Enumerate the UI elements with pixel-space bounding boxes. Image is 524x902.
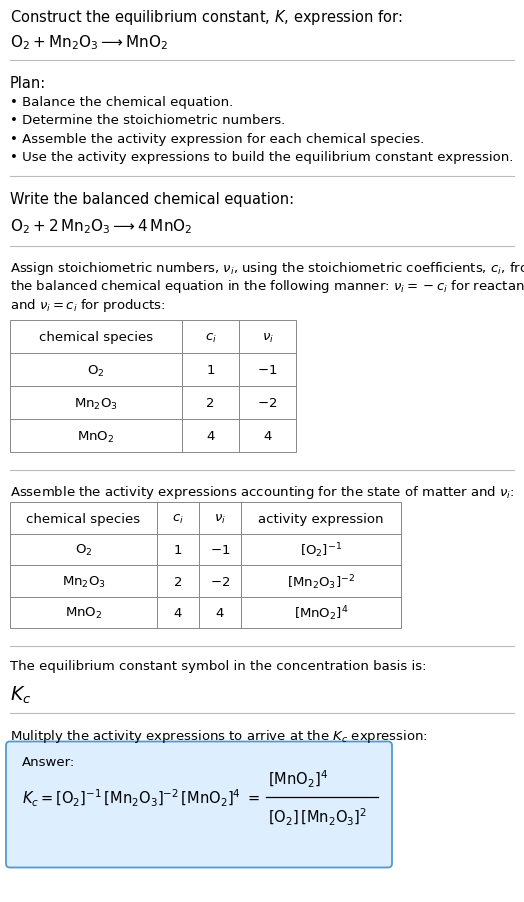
Text: $[\mathrm{O_2}]^{-1}$: $[\mathrm{O_2}]^{-1}$ bbox=[300, 541, 342, 559]
Text: $\nu_i$: $\nu_i$ bbox=[261, 331, 274, 345]
Text: 4: 4 bbox=[216, 606, 224, 620]
Text: chemical species: chemical species bbox=[26, 512, 140, 525]
Text: $[\mathrm{MnO_2}]^{4}$: $[\mathrm{MnO_2}]^{4}$ bbox=[294, 603, 348, 622]
Text: $\mathrm{O_2}$: $\mathrm{O_2}$ bbox=[88, 363, 105, 378]
Text: $K_c = [\mathrm{O_2}]^{-1}\,[\mathrm{Mn_2O_3}]^{-2}\,[\mathrm{MnO_2}]^{4}\ =\ $: $K_c = [\mathrm{O_2}]^{-1}\,[\mathrm{Mn_… bbox=[22, 787, 260, 808]
Text: • Balance the chemical equation.: • Balance the chemical equation. bbox=[10, 96, 233, 109]
Bar bbox=[10, 321, 296, 453]
Text: $-2$: $-2$ bbox=[210, 575, 230, 588]
Text: Write the balanced chemical equation:: Write the balanced chemical equation: bbox=[10, 192, 294, 207]
Text: $c_i$: $c_i$ bbox=[204, 331, 216, 345]
Text: 4: 4 bbox=[174, 606, 182, 620]
Text: $\nu_i$: $\nu_i$ bbox=[214, 512, 226, 525]
Bar bbox=[10, 503, 401, 629]
Text: $c_i$: $c_i$ bbox=[172, 512, 184, 525]
Text: $[\mathrm{Mn_2O_3}]^{-2}$: $[\mathrm{Mn_2O_3}]^{-2}$ bbox=[287, 572, 355, 591]
Text: $\mathrm{O_2 + Mn_2O_3 \longrightarrow MnO_2}$: $\mathrm{O_2 + Mn_2O_3 \longrightarrow M… bbox=[10, 33, 168, 51]
Text: 1: 1 bbox=[206, 364, 215, 377]
Text: Construct the equilibrium constant, $K$, expression for:: Construct the equilibrium constant, $K$,… bbox=[10, 8, 402, 27]
Text: $\mathrm{Mn_2O_3}$: $\mathrm{Mn_2O_3}$ bbox=[61, 574, 105, 589]
Text: 4: 4 bbox=[206, 430, 215, 443]
Text: $\mathrm{O_2 + 2\,Mn_2O_3 \longrightarrow 4\,MnO_2}$: $\mathrm{O_2 + 2\,Mn_2O_3 \longrightarro… bbox=[10, 216, 192, 235]
Text: $K_c$: $K_c$ bbox=[10, 684, 31, 705]
Text: Plan:: Plan: bbox=[10, 76, 46, 91]
Text: and $\nu_i = c_i$ for products:: and $\nu_i = c_i$ for products: bbox=[10, 297, 166, 314]
Text: The equilibrium constant symbol in the concentration basis is:: The equilibrium constant symbol in the c… bbox=[10, 659, 427, 673]
Text: Assign stoichiometric numbers, $\nu_i$, using the stoichiometric coefficients, $: Assign stoichiometric numbers, $\nu_i$, … bbox=[10, 260, 524, 277]
Text: $-2$: $-2$ bbox=[257, 397, 278, 410]
Text: $\mathrm{Mn_2O_3}$: $\mathrm{Mn_2O_3}$ bbox=[74, 396, 118, 411]
Text: 1: 1 bbox=[174, 544, 182, 557]
Text: 4: 4 bbox=[264, 430, 271, 443]
Text: $-1$: $-1$ bbox=[210, 544, 230, 557]
Text: 2: 2 bbox=[174, 575, 182, 588]
Text: $[\mathrm{MnO_2}]^{4}$: $[\mathrm{MnO_2}]^{4}$ bbox=[268, 769, 328, 789]
Text: Assemble the activity expressions accounting for the state of matter and $\nu_i$: Assemble the activity expressions accoun… bbox=[10, 484, 515, 501]
Text: $\mathrm{MnO_2}$: $\mathrm{MnO_2}$ bbox=[78, 429, 115, 444]
Text: Answer:: Answer: bbox=[22, 756, 75, 769]
Text: the balanced chemical equation in the following manner: $\nu_i = -c_i$ for react: the balanced chemical equation in the fo… bbox=[10, 278, 524, 295]
Text: • Use the activity expressions to build the equilibrium constant expression.: • Use the activity expressions to build … bbox=[10, 152, 514, 164]
Text: $-1$: $-1$ bbox=[257, 364, 278, 377]
Text: • Determine the stoichiometric numbers.: • Determine the stoichiometric numbers. bbox=[10, 115, 285, 127]
Text: chemical species: chemical species bbox=[39, 331, 153, 345]
Text: $\mathrm{MnO_2}$: $\mathrm{MnO_2}$ bbox=[65, 605, 102, 621]
Text: $[\mathrm{O_2}]\,[\mathrm{Mn_2O_3}]^{2}$: $[\mathrm{O_2}]\,[\mathrm{Mn_2O_3}]^{2}$ bbox=[268, 806, 367, 827]
Text: 2: 2 bbox=[206, 397, 215, 410]
Text: activity expression: activity expression bbox=[258, 512, 384, 525]
FancyBboxPatch shape bbox=[6, 741, 392, 868]
Text: $\mathrm{O_2}$: $\mathrm{O_2}$ bbox=[75, 543, 92, 557]
Text: Mulitply the activity expressions to arrive at the $K_c$ expression:: Mulitply the activity expressions to arr… bbox=[10, 728, 428, 745]
Text: • Assemble the activity expression for each chemical species.: • Assemble the activity expression for e… bbox=[10, 133, 424, 146]
